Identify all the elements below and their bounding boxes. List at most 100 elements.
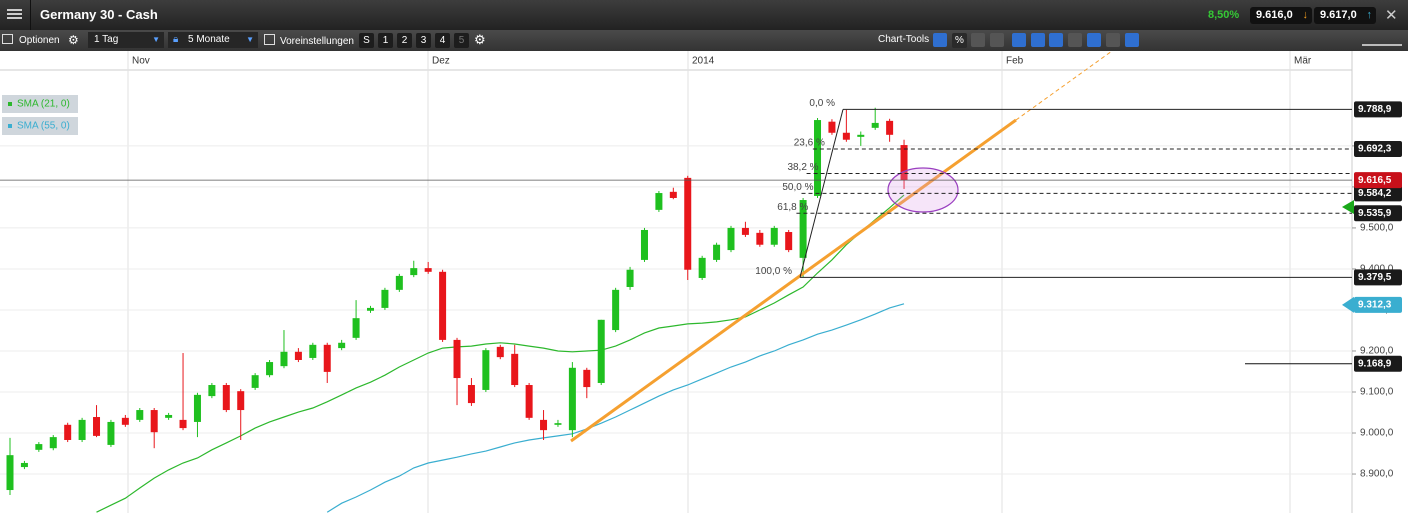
candle-body bbox=[741, 227, 749, 235]
candle-body bbox=[367, 307, 374, 311]
tool-3[interactable] bbox=[990, 33, 1004, 47]
preset-button[interactable]: 4 bbox=[435, 33, 450, 48]
candle-body bbox=[857, 134, 865, 137]
y-tick-label: 9.000,0 bbox=[1360, 428, 1394, 439]
x-tick-label: Mär bbox=[1294, 56, 1312, 67]
tool-10[interactable] bbox=[1125, 33, 1139, 47]
x-axis-band bbox=[0, 51, 1408, 70]
chart-tools-label: Chart-Tools bbox=[878, 34, 930, 45]
price-tag bbox=[1354, 296, 1402, 313]
legend-item-bg bbox=[2, 117, 78, 135]
tool-7[interactable] bbox=[1068, 33, 1082, 47]
candle-body bbox=[439, 271, 447, 340]
settings-icon-2[interactable]: ⚙ bbox=[474, 32, 486, 47]
tool-6[interactable] bbox=[1049, 33, 1063, 47]
candle-body bbox=[49, 437, 57, 449]
price-tag-label: 9.535,9 bbox=[1358, 208, 1392, 219]
fib-label: 100,0 % bbox=[755, 266, 792, 277]
candle-body bbox=[900, 145, 908, 181]
window-controls[interactable] bbox=[1362, 36, 1402, 46]
menu-button[interactable] bbox=[0, 0, 31, 30]
bid-price[interactable]: 9.616,0 ↓ bbox=[1250, 7, 1312, 24]
period-text: 5 Monate bbox=[188, 34, 230, 45]
preset-button[interactable]: 2 bbox=[397, 33, 412, 48]
candle-body bbox=[785, 232, 793, 251]
preset-button[interactable]: 5 bbox=[454, 33, 469, 48]
bid-text: 9.616,0 bbox=[1256, 9, 1293, 21]
candle-body bbox=[280, 351, 288, 367]
candle-body bbox=[583, 369, 591, 388]
instrument-title: Germany 30 - Cash bbox=[40, 7, 158, 22]
price-tag-label: 9.616,5 bbox=[1358, 175, 1392, 186]
tool-4[interactable] bbox=[1012, 33, 1026, 47]
candle-body bbox=[640, 229, 648, 260]
ask-price[interactable]: 9.617,0 ↑ bbox=[1314, 7, 1376, 24]
candle-body bbox=[93, 417, 101, 436]
options-button[interactable]: Optionen bbox=[2, 34, 60, 46]
candle-body bbox=[770, 227, 778, 245]
percent-button[interactable]: % bbox=[952, 33, 967, 48]
price-tag bbox=[1354, 185, 1402, 202]
candle-body bbox=[294, 351, 302, 361]
y-tick-label: 9.400,0 bbox=[1360, 264, 1394, 275]
candle-body bbox=[568, 367, 576, 431]
price-tag bbox=[1354, 172, 1402, 189]
legend: SMA (21, 0) SMA (55, 0) bbox=[2, 95, 78, 135]
candle-body bbox=[352, 318, 360, 338]
candle-body bbox=[554, 423, 562, 425]
candle-body bbox=[655, 193, 663, 210]
preset-button[interactable]: 3 bbox=[416, 33, 431, 48]
candle-body bbox=[208, 385, 216, 397]
price-tag-label: 9.788,9 bbox=[1358, 104, 1392, 115]
candle-body bbox=[511, 353, 519, 386]
candle-body bbox=[540, 419, 548, 431]
tool-9[interactable] bbox=[1106, 33, 1120, 47]
candle-body bbox=[727, 227, 735, 251]
candle-body bbox=[496, 346, 504, 358]
settings-icon[interactable]: ⚙ bbox=[68, 33, 79, 47]
toolbar: Optionen ⚙ 1 Tag ▼ 🔒︎ 5 Monate ▼ Voreinstel… bbox=[0, 30, 1408, 51]
candle-body bbox=[395, 275, 403, 290]
candle-body bbox=[410, 268, 418, 276]
preset-button[interactable]: 1 bbox=[378, 33, 393, 48]
fib-label: 61,8 % bbox=[777, 202, 808, 213]
chart: Nov Dez 2014 Feb Mär 8.900,0 9.000,0 9.100,0 9.2… bbox=[0, 51, 1408, 513]
tool-2[interactable] bbox=[971, 33, 985, 47]
legend-label: SMA (21, 0) bbox=[17, 99, 70, 110]
legend-swatch bbox=[8, 102, 12, 106]
presets-button[interactable]: Voreinstellungen bbox=[264, 34, 354, 47]
candle-body bbox=[78, 419, 86, 440]
change: 8,50% bbox=[1208, 9, 1240, 21]
candle-body bbox=[381, 289, 389, 308]
price-arrow bbox=[1342, 296, 1354, 313]
preset-button[interactable]: S bbox=[359, 33, 374, 48]
close-button[interactable]: ✕ bbox=[1385, 7, 1398, 24]
candle-body bbox=[453, 339, 461, 379]
interval-select[interactable]: 1 Tag ▼ bbox=[88, 32, 164, 48]
price-tag bbox=[1354, 269, 1402, 286]
price-tag-label: 9.584,2 bbox=[1358, 188, 1392, 199]
candle-body bbox=[756, 232, 764, 245]
ask-arrow: ↑ bbox=[1366, 9, 1373, 21]
highlight-ellipse bbox=[887, 167, 959, 213]
y-tick-label: 9.200,0 bbox=[1360, 346, 1394, 357]
candle-body bbox=[237, 391, 245, 411]
tool-5[interactable] bbox=[1031, 33, 1045, 47]
sma-line bbox=[96, 194, 905, 513]
candle-body bbox=[20, 462, 28, 468]
tool-1[interactable] bbox=[933, 33, 947, 47]
fib-label: 0,0 % bbox=[809, 98, 835, 109]
tool-8[interactable] bbox=[1087, 33, 1101, 47]
candle-body bbox=[871, 122, 879, 128]
period-select[interactable]: 🔒︎ 5 Monate ▼ bbox=[168, 32, 258, 48]
header: Germany 30 - Cash 8,50% 9.616,0 ↓ 9.617,0… bbox=[0, 0, 1408, 30]
candle-body bbox=[828, 121, 836, 133]
price-tag bbox=[1354, 141, 1402, 158]
candle-body bbox=[626, 269, 634, 287]
legend-swatch bbox=[8, 124, 12, 128]
fib-label: 38,2 % bbox=[787, 162, 818, 173]
x-tick-label: Feb bbox=[1006, 56, 1024, 67]
candle-body bbox=[35, 444, 43, 450]
candle-body bbox=[698, 257, 706, 278]
